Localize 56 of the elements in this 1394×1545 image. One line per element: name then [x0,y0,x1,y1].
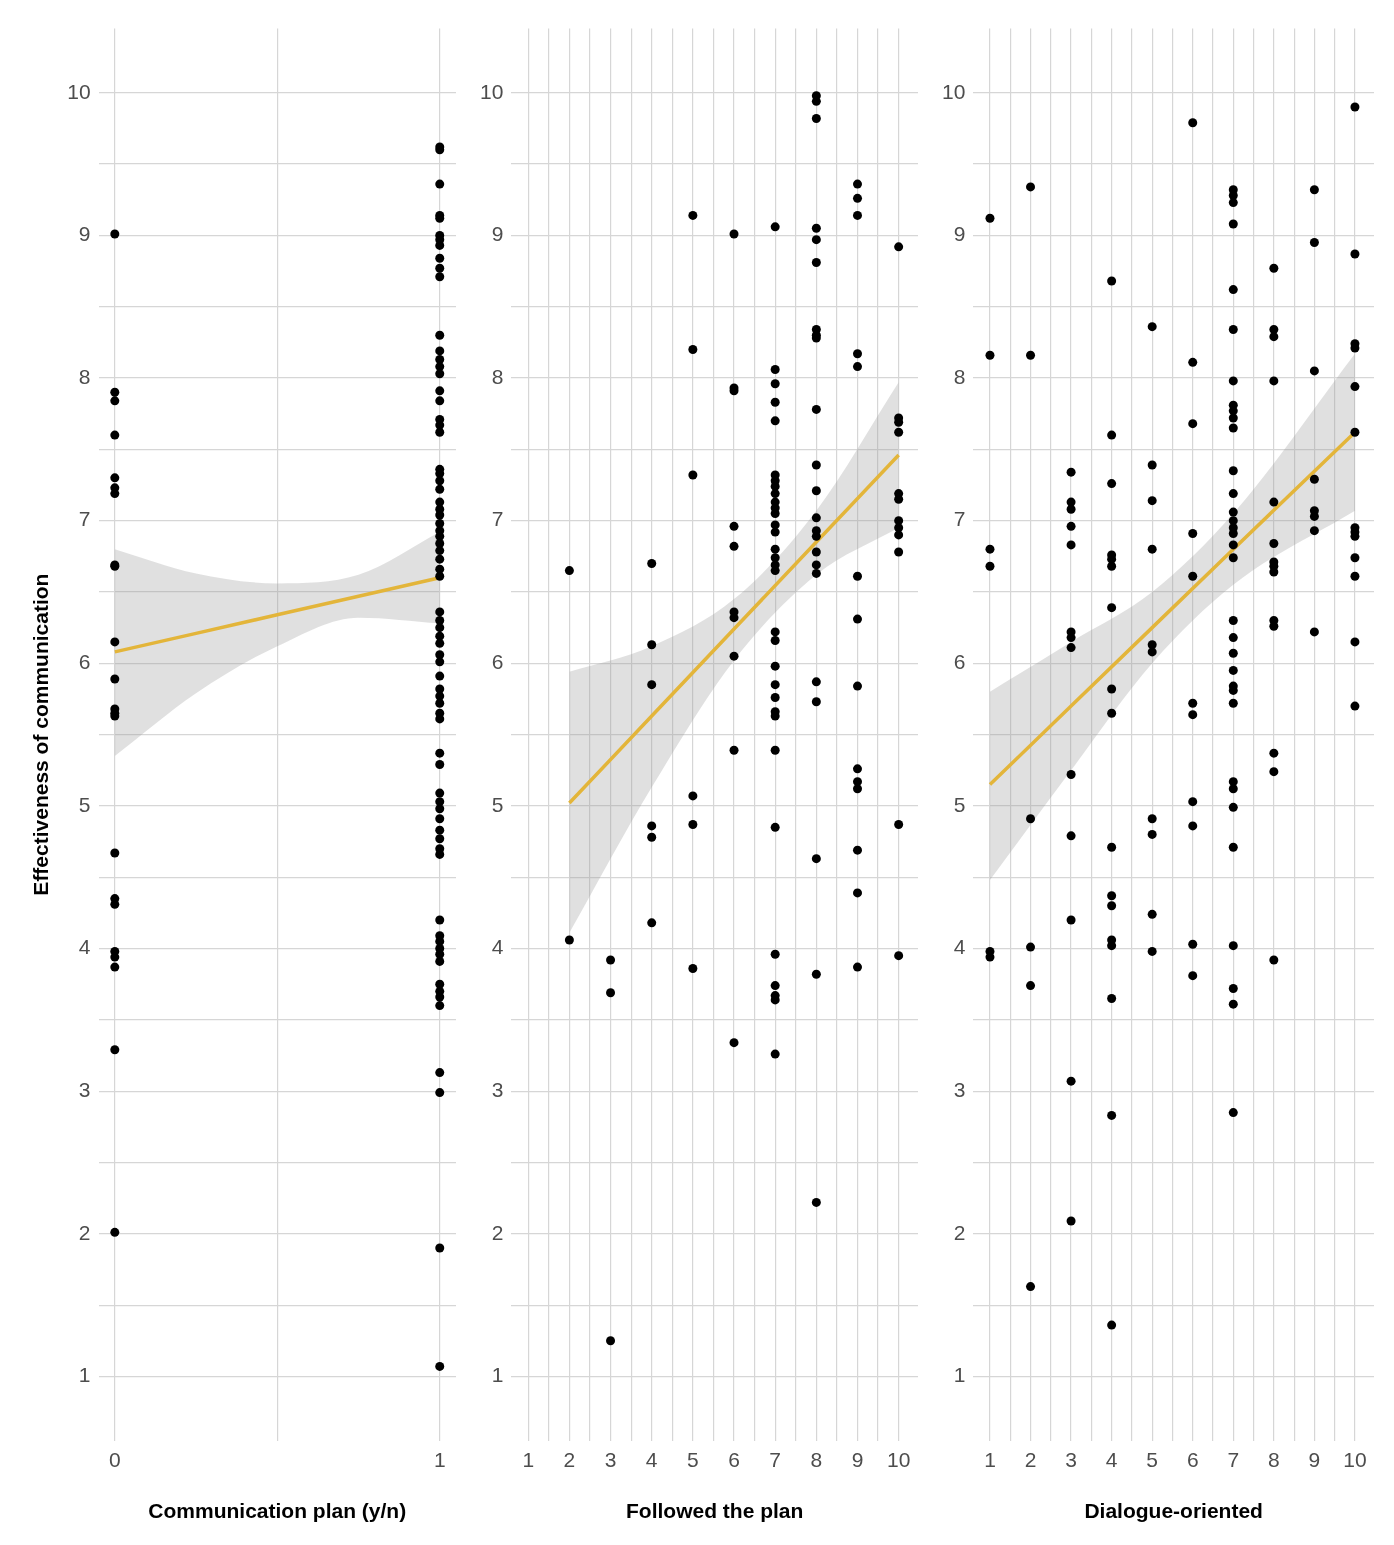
x-tick-label: 3 [604,1448,617,1471]
x-tick-label: 5 [687,1448,699,1471]
x-tick-label: 4 [1105,1448,1118,1471]
x-tick-label: 6 [728,1448,740,1471]
x-tick-label: 1 [984,1448,996,1471]
y-tick-label: 1 [953,1363,966,1387]
y-tick-label: 10 [480,79,504,103]
y-tick-label: 9 [953,222,966,246]
y-tick-label: 2 [953,1220,966,1244]
y-tick-label: 6 [491,650,504,674]
x-tick-label: 7 [1227,1448,1240,1471]
y-tick-label: 3 [953,1077,966,1101]
y-tick-label: 9 [491,222,504,246]
y-tick-label: 9 [78,222,91,246]
x-tick-label: 9 [1308,1448,1321,1471]
x-tick-label: 1 [522,1448,535,1471]
y-tick-label: 3 [491,1077,504,1101]
y-tick-label: 1 [78,1363,91,1387]
y-axis-title: Effectiveness of communication [29,573,53,896]
x-axis-title: Dialogue-oriented [1084,1499,1263,1523]
y-tick-label: 10 [67,79,91,103]
x-tick-label: 1 [433,1448,446,1471]
y-tick-label: 3 [78,1077,91,1101]
y-tick-label: 6 [78,650,91,674]
y-tick-label: 8 [78,364,91,388]
x-tick-label: 8 [1268,1448,1280,1471]
x-tick-label: 2 [563,1448,576,1471]
x-tick-label: 5 [1146,1448,1159,1471]
y-tick-label: 5 [953,792,966,816]
x-tick-label: 2 [1024,1448,1037,1471]
x-tick-label: 8 [810,1448,823,1471]
y-tick-label: 4 [953,935,966,959]
x-axis-title: Communication plan (y/n) [148,1499,407,1523]
y-tick-label: 4 [491,935,504,959]
y-tick-label: 6 [953,650,966,674]
x-tick-label: 7 [769,1448,782,1471]
y-tick-label: 7 [491,507,504,531]
y-tick-label: 1 [491,1363,504,1387]
y-tick-label: 4 [78,935,91,959]
y-tick-label: 5 [78,792,91,816]
x-tick-label: 9 [851,1448,864,1471]
y-tick-label: 2 [491,1220,504,1244]
x-tick-label: 0 [108,1448,121,1471]
x-axis-title: Followed the plan [626,1499,804,1523]
x-tick-label: 6 [1186,1448,1199,1471]
x-tick-label: 4 [645,1448,658,1471]
x-tick-label: 10 [886,1448,911,1471]
y-tick-label: 8 [491,364,504,388]
x-tick-label: 10 [1343,1448,1367,1471]
y-tick-label: 5 [491,792,504,816]
y-tick-label: 2 [78,1220,91,1244]
x-tick-label: 3 [1065,1448,1077,1471]
y-tick-label: 8 [953,364,966,388]
y-tick-label: 7 [953,507,966,531]
y-tick-label: 10 [942,79,966,103]
y-tick-label: 7 [78,507,91,531]
